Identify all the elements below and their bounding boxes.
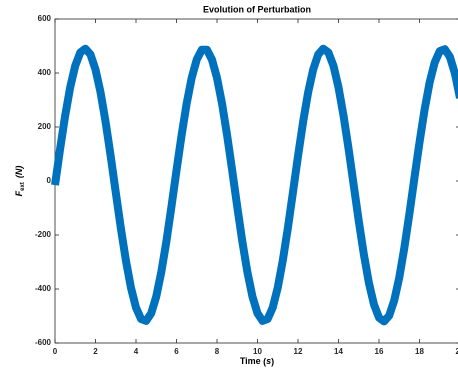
y-label-subscript: ext bbox=[20, 182, 26, 191]
y-tick-label: 200 bbox=[38, 122, 52, 131]
x-tick-label: 8 bbox=[215, 347, 220, 356]
y-tick-label: 600 bbox=[38, 14, 52, 23]
x-tick-label: 18 bbox=[415, 347, 424, 356]
y-label-unit: (N) bbox=[14, 166, 24, 179]
plot-area bbox=[54, 18, 458, 344]
y-tick-label: 0 bbox=[47, 176, 52, 185]
x-axis-label: Time (s) bbox=[240, 356, 274, 366]
y-tick-label: -400 bbox=[35, 284, 52, 293]
x-tick-label: 2 bbox=[93, 347, 98, 356]
x-tick-label: 20 bbox=[456, 347, 458, 356]
y-axis-label: Fext (N) bbox=[14, 166, 25, 197]
x-tick-label: 12 bbox=[294, 347, 303, 356]
x-tick-label: 6 bbox=[174, 347, 179, 356]
data-line bbox=[51, 44, 458, 326]
y-tick-label: -200 bbox=[35, 230, 52, 239]
x-tick-label: 4 bbox=[134, 347, 139, 356]
y-label-symbol: F bbox=[14, 190, 24, 196]
x-label-text: Time bbox=[240, 356, 261, 366]
x-tick-label: 10 bbox=[253, 347, 262, 356]
x-label-unit: s bbox=[266, 356, 271, 366]
x-tick-label: 16 bbox=[375, 347, 384, 356]
x-tick-label: 14 bbox=[334, 347, 343, 356]
y-tick-label: 400 bbox=[38, 68, 52, 77]
y-tick-label: -600 bbox=[35, 338, 52, 347]
x-tick-label: 0 bbox=[53, 347, 58, 356]
chart-title: Evolution of Perturbation bbox=[203, 4, 311, 14]
